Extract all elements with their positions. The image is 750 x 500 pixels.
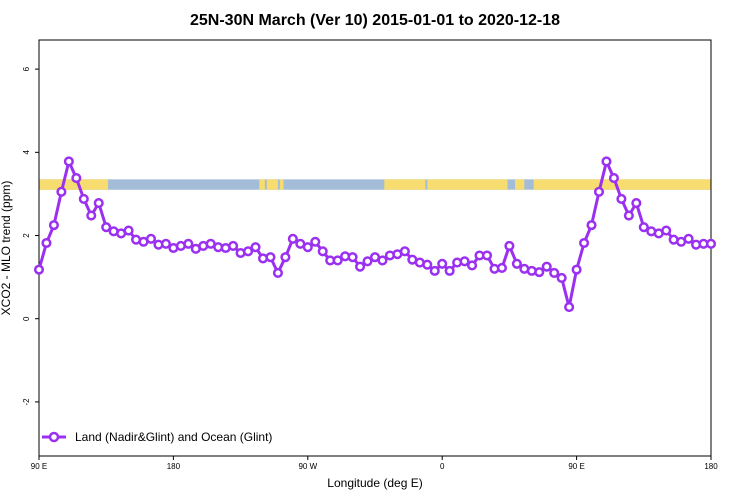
data-point <box>422 259 433 270</box>
data-point <box>534 267 545 278</box>
data-point <box>78 193 89 204</box>
data-point <box>579 237 590 249</box>
data-point <box>399 246 410 257</box>
band-land-segment <box>259 179 265 190</box>
data-point <box>608 173 619 184</box>
data-point <box>571 264 582 275</box>
data-point <box>541 261 552 272</box>
data-point <box>377 255 388 266</box>
data-point <box>601 156 612 167</box>
data-point <box>496 262 507 274</box>
data-point <box>243 246 254 257</box>
band-land-segment <box>384 179 426 190</box>
x-axis: 90 E 180 90 W 0 90 E 180 <box>31 456 718 471</box>
data-point <box>86 210 97 221</box>
legend-label: Land (Nadir&Glint) and Ocean (Glint) <box>75 430 272 444</box>
data-point <box>593 186 605 197</box>
data-point <box>429 265 440 276</box>
band-land-segment <box>279 179 284 190</box>
data-point <box>56 186 67 197</box>
band-ocean <box>39 179 711 190</box>
data-point <box>183 238 194 249</box>
data-point <box>287 233 298 244</box>
data-point <box>683 233 694 244</box>
data-point <box>302 242 313 253</box>
data-point <box>310 236 321 247</box>
legend: Land (Nadir&Glint) and Ocean (Glint) <box>42 430 272 444</box>
data-point <box>623 210 634 221</box>
data-point <box>459 256 470 267</box>
data-point <box>511 258 522 269</box>
data-point <box>145 233 157 244</box>
band-land-segment <box>266 179 278 190</box>
data-point <box>332 255 343 266</box>
data-point <box>638 222 649 233</box>
data-point <box>705 238 717 249</box>
data-point <box>616 193 627 204</box>
band-land-segment <box>39 179 109 190</box>
chart-title: 25N-30N March (Ver 10) 2015-01-01 to 202… <box>190 12 560 29</box>
y-tick-label: -2 <box>22 398 31 406</box>
data-point <box>93 198 104 209</box>
band-land-segment <box>533 179 711 190</box>
band-land-segment <box>515 179 525 190</box>
data-point <box>63 156 74 167</box>
data-point <box>48 220 59 231</box>
data-point <box>123 225 134 236</box>
band-land-segment <box>427 179 508 190</box>
x-tick-label: 90 E <box>31 462 47 471</box>
x-tick-label: 90 W <box>298 462 317 471</box>
data-point <box>631 198 642 209</box>
y-tick-label: 6 <box>22 66 31 71</box>
data-point <box>549 267 560 279</box>
data-point <box>347 252 358 263</box>
data-point <box>265 252 276 263</box>
data-point <box>33 264 45 275</box>
y-axis: -2 0 2 4 6 <box>22 66 39 405</box>
data-point <box>661 225 672 236</box>
x-tick-label: 0 <box>440 462 445 471</box>
data-point <box>467 260 478 271</box>
x-axis-label: Longitude (deg E) <box>327 476 422 490</box>
data-point <box>564 302 575 313</box>
data-point <box>250 242 261 253</box>
data-point <box>272 267 283 279</box>
data-point <box>586 220 597 231</box>
data-point <box>355 261 366 272</box>
data-point <box>504 240 515 251</box>
data-point <box>444 265 455 276</box>
x-tick-label: 180 <box>704 462 718 471</box>
data-point <box>160 238 171 249</box>
data-point <box>101 222 112 233</box>
y-tick-label: 4 <box>22 150 31 155</box>
legend-marker <box>48 431 60 443</box>
data-point <box>280 252 291 263</box>
data-point <box>481 250 493 261</box>
y-tick-label: 2 <box>22 233 31 238</box>
data-point <box>41 237 52 249</box>
data-point <box>228 240 239 251</box>
data-point <box>71 173 82 184</box>
reference-band <box>39 179 711 190</box>
data-point <box>362 256 373 267</box>
data-point <box>317 246 328 257</box>
data-point <box>556 272 567 284</box>
data-series <box>33 156 717 313</box>
y-axis-label: XCO2 - MLO trend (ppm) <box>0 181 13 316</box>
y-tick-label: 0 <box>22 316 31 321</box>
data-point <box>437 258 448 269</box>
x-tick-label: 90 E <box>568 462 584 471</box>
x-tick-label: 180 <box>167 462 181 471</box>
